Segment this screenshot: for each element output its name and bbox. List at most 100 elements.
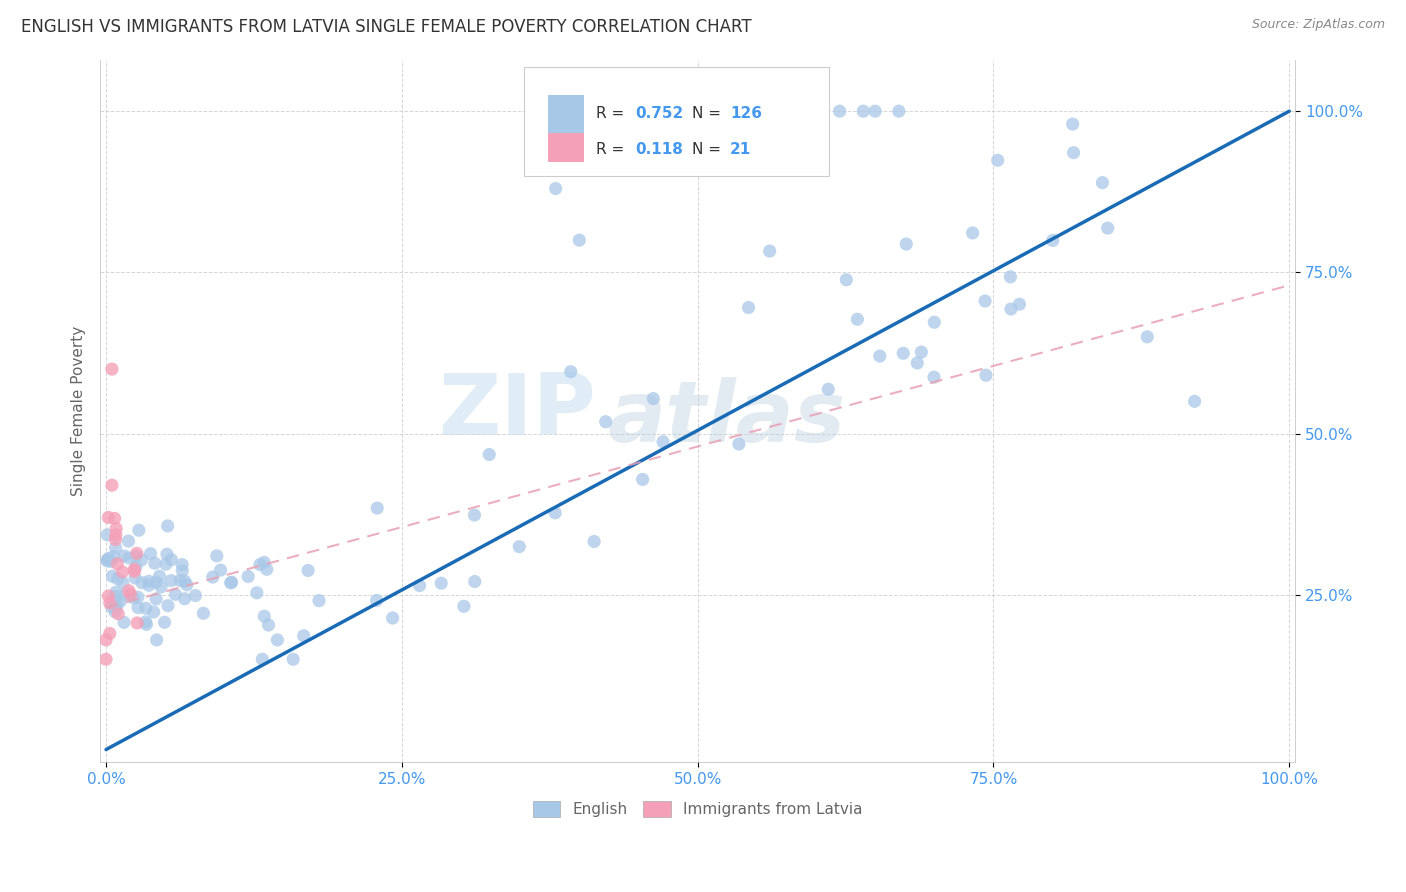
Point [135,615,157,629]
Point [193,607,215,621]
Point [135,601,157,615]
Point [737,301,759,315]
Point [835,273,858,287]
Point [111,575,134,590]
Text: N =: N = [692,106,725,121]
Point [107,572,129,586]
Point [249,558,271,572]
Point [430,576,453,591]
Point [176,578,198,592]
Point [122,591,145,605]
Point [156,547,179,561]
Point [135,617,157,632]
Point [643,392,665,406]
Point [544,181,567,195]
Point [173,591,195,606]
Point [142,605,165,619]
Text: R =: R = [596,106,630,121]
Point [1042,233,1064,247]
Point [124,562,146,576]
Point [165,587,187,601]
Point [905,356,928,370]
Point [253,609,276,624]
Point [252,652,274,666]
Point [1097,221,1119,235]
Point [184,589,207,603]
Point [138,578,160,592]
Point [246,586,269,600]
Point [568,233,591,247]
Point [987,153,1010,168]
Point [112,615,135,630]
Point [236,569,259,583]
Point [156,519,179,533]
FancyBboxPatch shape [524,67,830,176]
Point [160,552,183,566]
Point [910,345,932,359]
Point [145,632,167,647]
Point [219,575,242,590]
Point [150,580,173,594]
Point [105,557,128,571]
Point [758,244,780,258]
Text: Source: ZipAtlas.com: Source: ZipAtlas.com [1251,18,1385,31]
Point [169,574,191,588]
Point [96,554,118,568]
Point [160,574,183,588]
Point [107,607,129,621]
Point [127,590,149,604]
Point [114,588,136,602]
Point [828,104,851,119]
Point [105,599,128,613]
Point [172,564,194,578]
Y-axis label: Single Female Poverty: Single Female Poverty [72,326,86,496]
Point [205,549,228,563]
Point [631,472,654,486]
Point [97,551,120,566]
Point [98,626,121,640]
Point [111,565,134,579]
Point [125,546,148,560]
Text: 21: 21 [730,142,751,157]
Point [143,556,166,570]
Point [974,293,997,308]
Point [148,569,170,583]
Point [266,632,288,647]
Point [125,559,148,574]
Point [201,570,224,584]
Point [863,104,886,119]
Point [846,312,869,326]
Point [124,571,146,585]
Point [544,506,567,520]
Point [817,382,839,396]
Point [896,237,918,252]
Point [112,549,135,563]
Point [408,578,430,592]
Text: N =: N = [692,142,725,157]
Point [120,587,142,601]
Point [1062,117,1084,131]
Point [104,605,127,619]
Point [125,549,148,563]
Point [463,508,485,522]
Point [103,511,125,525]
Point [974,368,997,383]
Point [97,510,120,524]
Point [221,575,243,590]
Point [366,501,388,516]
Point [745,104,768,119]
Text: 0.752: 0.752 [636,106,683,121]
Point [852,104,875,119]
Text: 0.118: 0.118 [636,142,683,157]
Point [145,591,167,606]
Point [583,534,606,549]
Point [1063,145,1085,160]
Point [110,594,132,608]
Point [1184,394,1206,409]
Point [155,557,177,571]
Point [101,478,124,492]
Point [595,415,617,429]
Point [173,574,195,588]
Point [1091,176,1114,190]
Point [962,226,984,240]
